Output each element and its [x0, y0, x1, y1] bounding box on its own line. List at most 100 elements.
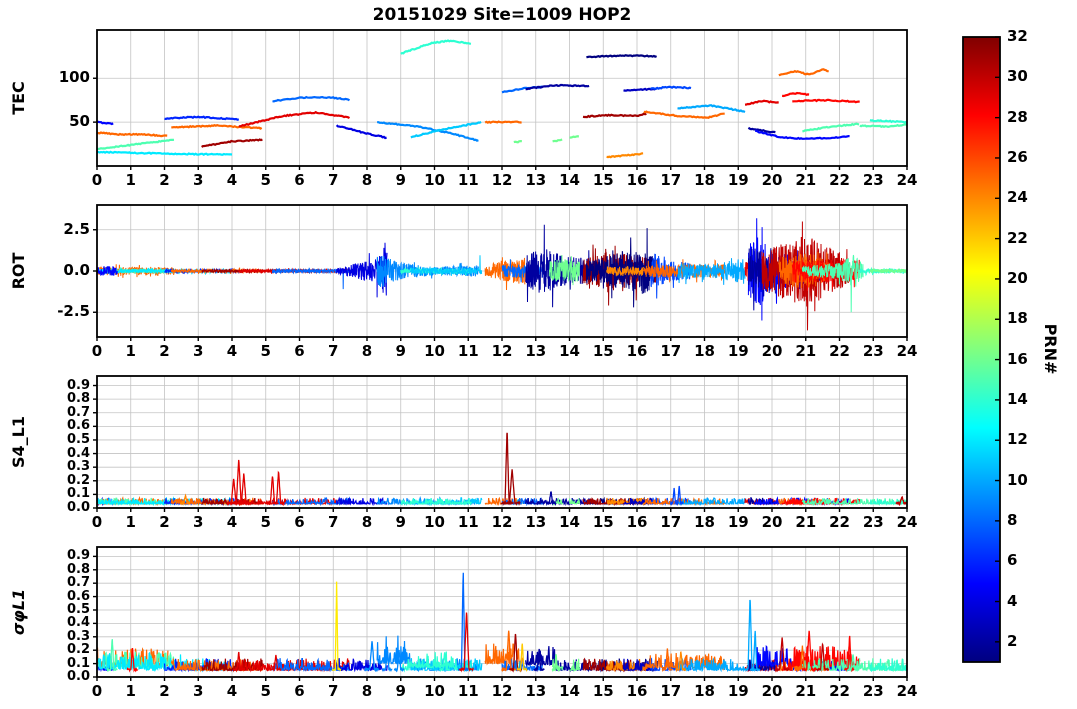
- colorbar-tick-label: 14: [1007, 389, 1028, 408]
- x-tick-label: 23: [862, 513, 884, 531]
- rot-seg-prn-11: [410, 255, 483, 276]
- spike-prn-24: [179, 493, 191, 506]
- spike-prn-30: [815, 642, 830, 672]
- x-tick-label: 17: [660, 682, 682, 700]
- tec-arc-prn-4: [335, 124, 387, 140]
- colorbar-tick-label: 30: [1007, 67, 1028, 86]
- spike-prn-10: [743, 599, 757, 673]
- colorbar-gradient: [963, 37, 1000, 662]
- spike-prn-9: [381, 646, 393, 673]
- x-tick-label: 0: [91, 342, 103, 360]
- tec-arc-prn-14: [400, 39, 472, 55]
- x-tick-label: 20: [761, 682, 783, 700]
- colorbar-tick-label: 16: [1007, 349, 1028, 368]
- rot-seg-prn-15: [801, 254, 864, 313]
- x-tick-label: 18: [694, 682, 715, 700]
- spike-prn-30: [774, 637, 790, 673]
- tec-arc-prn-16: [513, 139, 522, 144]
- x-tick-label: 4: [226, 682, 238, 700]
- baseline-prn-16: [568, 498, 581, 505]
- x-tick-label: 22: [829, 513, 850, 531]
- tec-arc-prn-24: [606, 152, 644, 159]
- x-tick-label: 11: [457, 682, 479, 700]
- x-tick-label: 9: [395, 682, 406, 700]
- x-tick-label: 20: [761, 171, 783, 189]
- spike-prn-31: [500, 432, 514, 506]
- x-tick-label: 15: [592, 682, 614, 700]
- x-tick-label: 2: [159, 342, 170, 360]
- x-tick-label: 12: [491, 513, 513, 531]
- x-tick-label: 19: [727, 342, 749, 360]
- ylabel-sigma-phi-l1: σφL1: [9, 588, 28, 636]
- x-tick-label: 17: [660, 342, 682, 360]
- x-tick-label: 18: [694, 171, 715, 189]
- x-tick-label: 17: [660, 171, 682, 189]
- spike-prn-22: [516, 643, 528, 673]
- colorbar-tick-label: 26: [1007, 147, 1028, 166]
- baseline-prn-25: [484, 496, 523, 506]
- x-tick-label: 15: [592, 171, 614, 189]
- y-tick-label: 0.0: [66, 500, 90, 515]
- x-tick-label: 16: [626, 682, 648, 700]
- x-tick-label: 1: [125, 342, 136, 360]
- x-tick-label: 18: [694, 513, 715, 531]
- x-tick-label: 24: [896, 682, 918, 700]
- chart-title: 20151029 Site=1009 HOP2: [372, 5, 632, 25]
- rot-seg-prn-5: [97, 265, 118, 276]
- tec-arc-prn-8: [272, 95, 351, 103]
- spike-prn-29: [233, 651, 244, 673]
- y-tick-label: 0.5: [66, 601, 90, 617]
- x-tick-label: 24: [896, 171, 918, 189]
- tec-arc-prn-25: [778, 68, 829, 77]
- baseline-prn-15: [801, 497, 860, 507]
- y-tick-label: 0.1: [66, 486, 90, 502]
- spike-prn-28: [801, 630, 817, 673]
- x-tick-label: 13: [525, 513, 547, 531]
- x-tick-label: 3: [193, 171, 204, 189]
- series-group: [97, 39, 907, 159]
- x-tick-label: 6: [294, 342, 305, 360]
- spike-prn-9: [364, 641, 380, 673]
- y-tick-label: 0.3: [66, 628, 90, 644]
- tec-arc-prn-25: [97, 131, 168, 138]
- ylabel-tec: TEC: [9, 81, 28, 115]
- x-tick-label: 13: [525, 682, 547, 700]
- x-tick-label: 9: [395, 342, 406, 360]
- y-tick-label: 0.9: [66, 377, 90, 393]
- colorbar-tick-label: 24: [1007, 188, 1028, 207]
- x-tick-label: 7: [328, 171, 339, 189]
- colorbar-border: [962, 36, 1001, 663]
- spike-prn-28: [843, 635, 856, 673]
- x-tick-label: 5: [260, 513, 271, 531]
- spike-prn-7: [674, 485, 684, 506]
- spike-prn-25: [661, 648, 673, 673]
- tec-arc-prn-11: [410, 120, 482, 139]
- colorbar-tick-label: 20: [1007, 268, 1028, 287]
- x-tick-label: 12: [491, 171, 513, 189]
- rot-seg-prn-16: [869, 267, 907, 274]
- x-tick-label: 21: [795, 342, 817, 360]
- x-tick-label: 2: [159, 171, 170, 189]
- y-tick-label: 0.5: [66, 431, 90, 447]
- panel-1-plot: [93, 204, 908, 341]
- y-tick-label: 0.6: [66, 588, 90, 604]
- spike-prn-29: [270, 654, 282, 672]
- baseline-prn-16: [569, 658, 581, 673]
- spike-prn-31: [503, 469, 521, 506]
- tec-arc-prn-14: [869, 119, 907, 124]
- x-tick-label: 21: [795, 682, 817, 700]
- x-tick-label: 9: [395, 171, 406, 189]
- tec-arc-prn-25: [643, 110, 725, 119]
- x-tick-label: 5: [260, 682, 271, 700]
- y-tick-label: 0.4: [66, 445, 90, 461]
- tec-arc-prn-16: [552, 138, 563, 143]
- y-tick-label: 0.6: [66, 418, 90, 434]
- x-tick-label: 11: [457, 171, 479, 189]
- x-tick-label: 13: [525, 171, 547, 189]
- x-tick-label: 7: [328, 342, 339, 360]
- x-tick-label: 24: [896, 342, 918, 360]
- x-tick-label: 20: [761, 513, 783, 531]
- x-tick-label: 19: [727, 171, 749, 189]
- y-tick-label: 0.8: [66, 391, 90, 407]
